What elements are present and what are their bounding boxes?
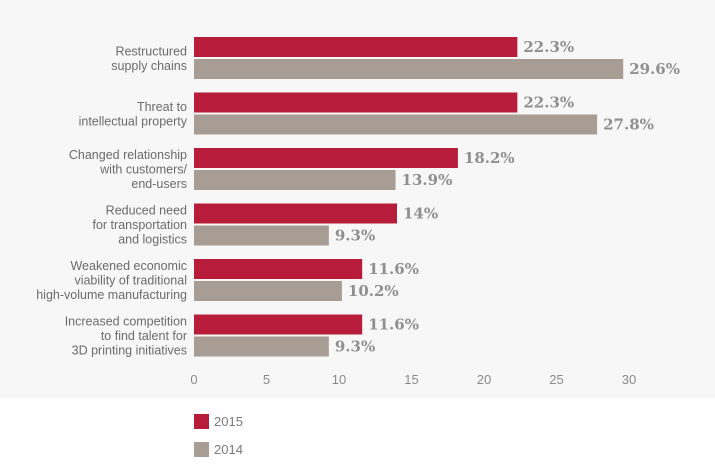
x-tick-label-5: 5	[263, 372, 270, 387]
category-label-4-line-0: Weakened economic	[70, 259, 187, 273]
value-label-2015-5: 11.6%	[368, 316, 419, 334]
category-label-1-line-1: intellectual property	[79, 114, 188, 128]
category-label-2-line-0: Changed relationship	[69, 148, 187, 162]
bar-2014-0	[194, 59, 624, 79]
value-label-2015-0: 22.3%	[523, 38, 574, 56]
category-label-4-line-2: high-volume manufacturing	[36, 288, 187, 302]
value-label-2014-2: 13.9%	[402, 171, 453, 189]
bar-2014-1	[194, 114, 598, 135]
value-label-2014-1: 27.8%	[603, 116, 654, 134]
category-label-0-line-0: Restructured	[115, 44, 187, 58]
value-label-2015-4: 11.6%	[368, 260, 419, 278]
bar-2014-2	[194, 170, 396, 190]
value-label-2014-3: 9.3%	[335, 227, 375, 245]
value-label-2014-5: 9.3%	[335, 338, 375, 356]
category-label-3-line-2: and logistics	[118, 233, 187, 247]
legend: 2015 2014	[194, 414, 243, 457]
bar-2015-3	[194, 203, 397, 224]
legend-label-2014: 2014	[214, 442, 243, 457]
bar-2014-5	[194, 336, 329, 357]
category-label-5-line-0: Increased competition	[65, 315, 187, 329]
category-label-1-line-0: Threat to	[137, 100, 187, 114]
x-tick-label-20: 20	[477, 372, 491, 387]
bar-2015-0	[194, 37, 518, 57]
x-tick-label-0: 0	[190, 372, 197, 387]
category-label-4-line-1: viability of traditional	[74, 274, 187, 288]
bars-layer	[194, 37, 624, 357]
bar-2015-2	[194, 148, 458, 168]
x-tick-label-10: 10	[332, 372, 346, 387]
category-label-3-line-0: Reduced need	[106, 204, 187, 218]
x-axis-ticks: 0 5 10 15 20 25 30	[190, 372, 636, 387]
x-tick-label-25: 25	[549, 372, 563, 387]
category-label-2-line-2: end-users	[131, 177, 187, 191]
value-label-2015-1: 22.3%	[523, 94, 574, 112]
legend-swatch-2014	[194, 442, 209, 457]
bar-2015-5	[194, 314, 363, 335]
x-tick-label-15: 15	[404, 372, 418, 387]
legend-label-2015: 2015	[214, 414, 243, 429]
legend-swatch-2015	[194, 414, 209, 429]
x-tick-label-30: 30	[622, 372, 636, 387]
value-label-2014-0: 29.6%	[629, 60, 680, 78]
bar-2014-4	[194, 281, 342, 301]
category-label-5-line-2: 3D printing initiatives	[72, 344, 187, 358]
bar-2015-4	[194, 259, 363, 279]
category-label-5-line-1: to find talent for	[101, 329, 187, 343]
value-labels-layer: 22.3% 29.6% 22.3% 27.8% 18.2% 13.9% 14% 9.3% 11.…	[335, 38, 680, 356]
value-label-2014-4: 10.2%	[348, 282, 399, 300]
value-label-2015-2: 18.2%	[464, 149, 515, 167]
bar-2014-3	[194, 225, 329, 246]
category-label-0-line-1: supply chains	[111, 59, 187, 73]
category-label-3-line-1: for transportation	[93, 218, 188, 232]
category-label-2-line-1: with customers/	[99, 163, 187, 177]
value-label-2015-3: 14%	[403, 205, 438, 223]
bar-2015-1	[194, 92, 518, 113]
